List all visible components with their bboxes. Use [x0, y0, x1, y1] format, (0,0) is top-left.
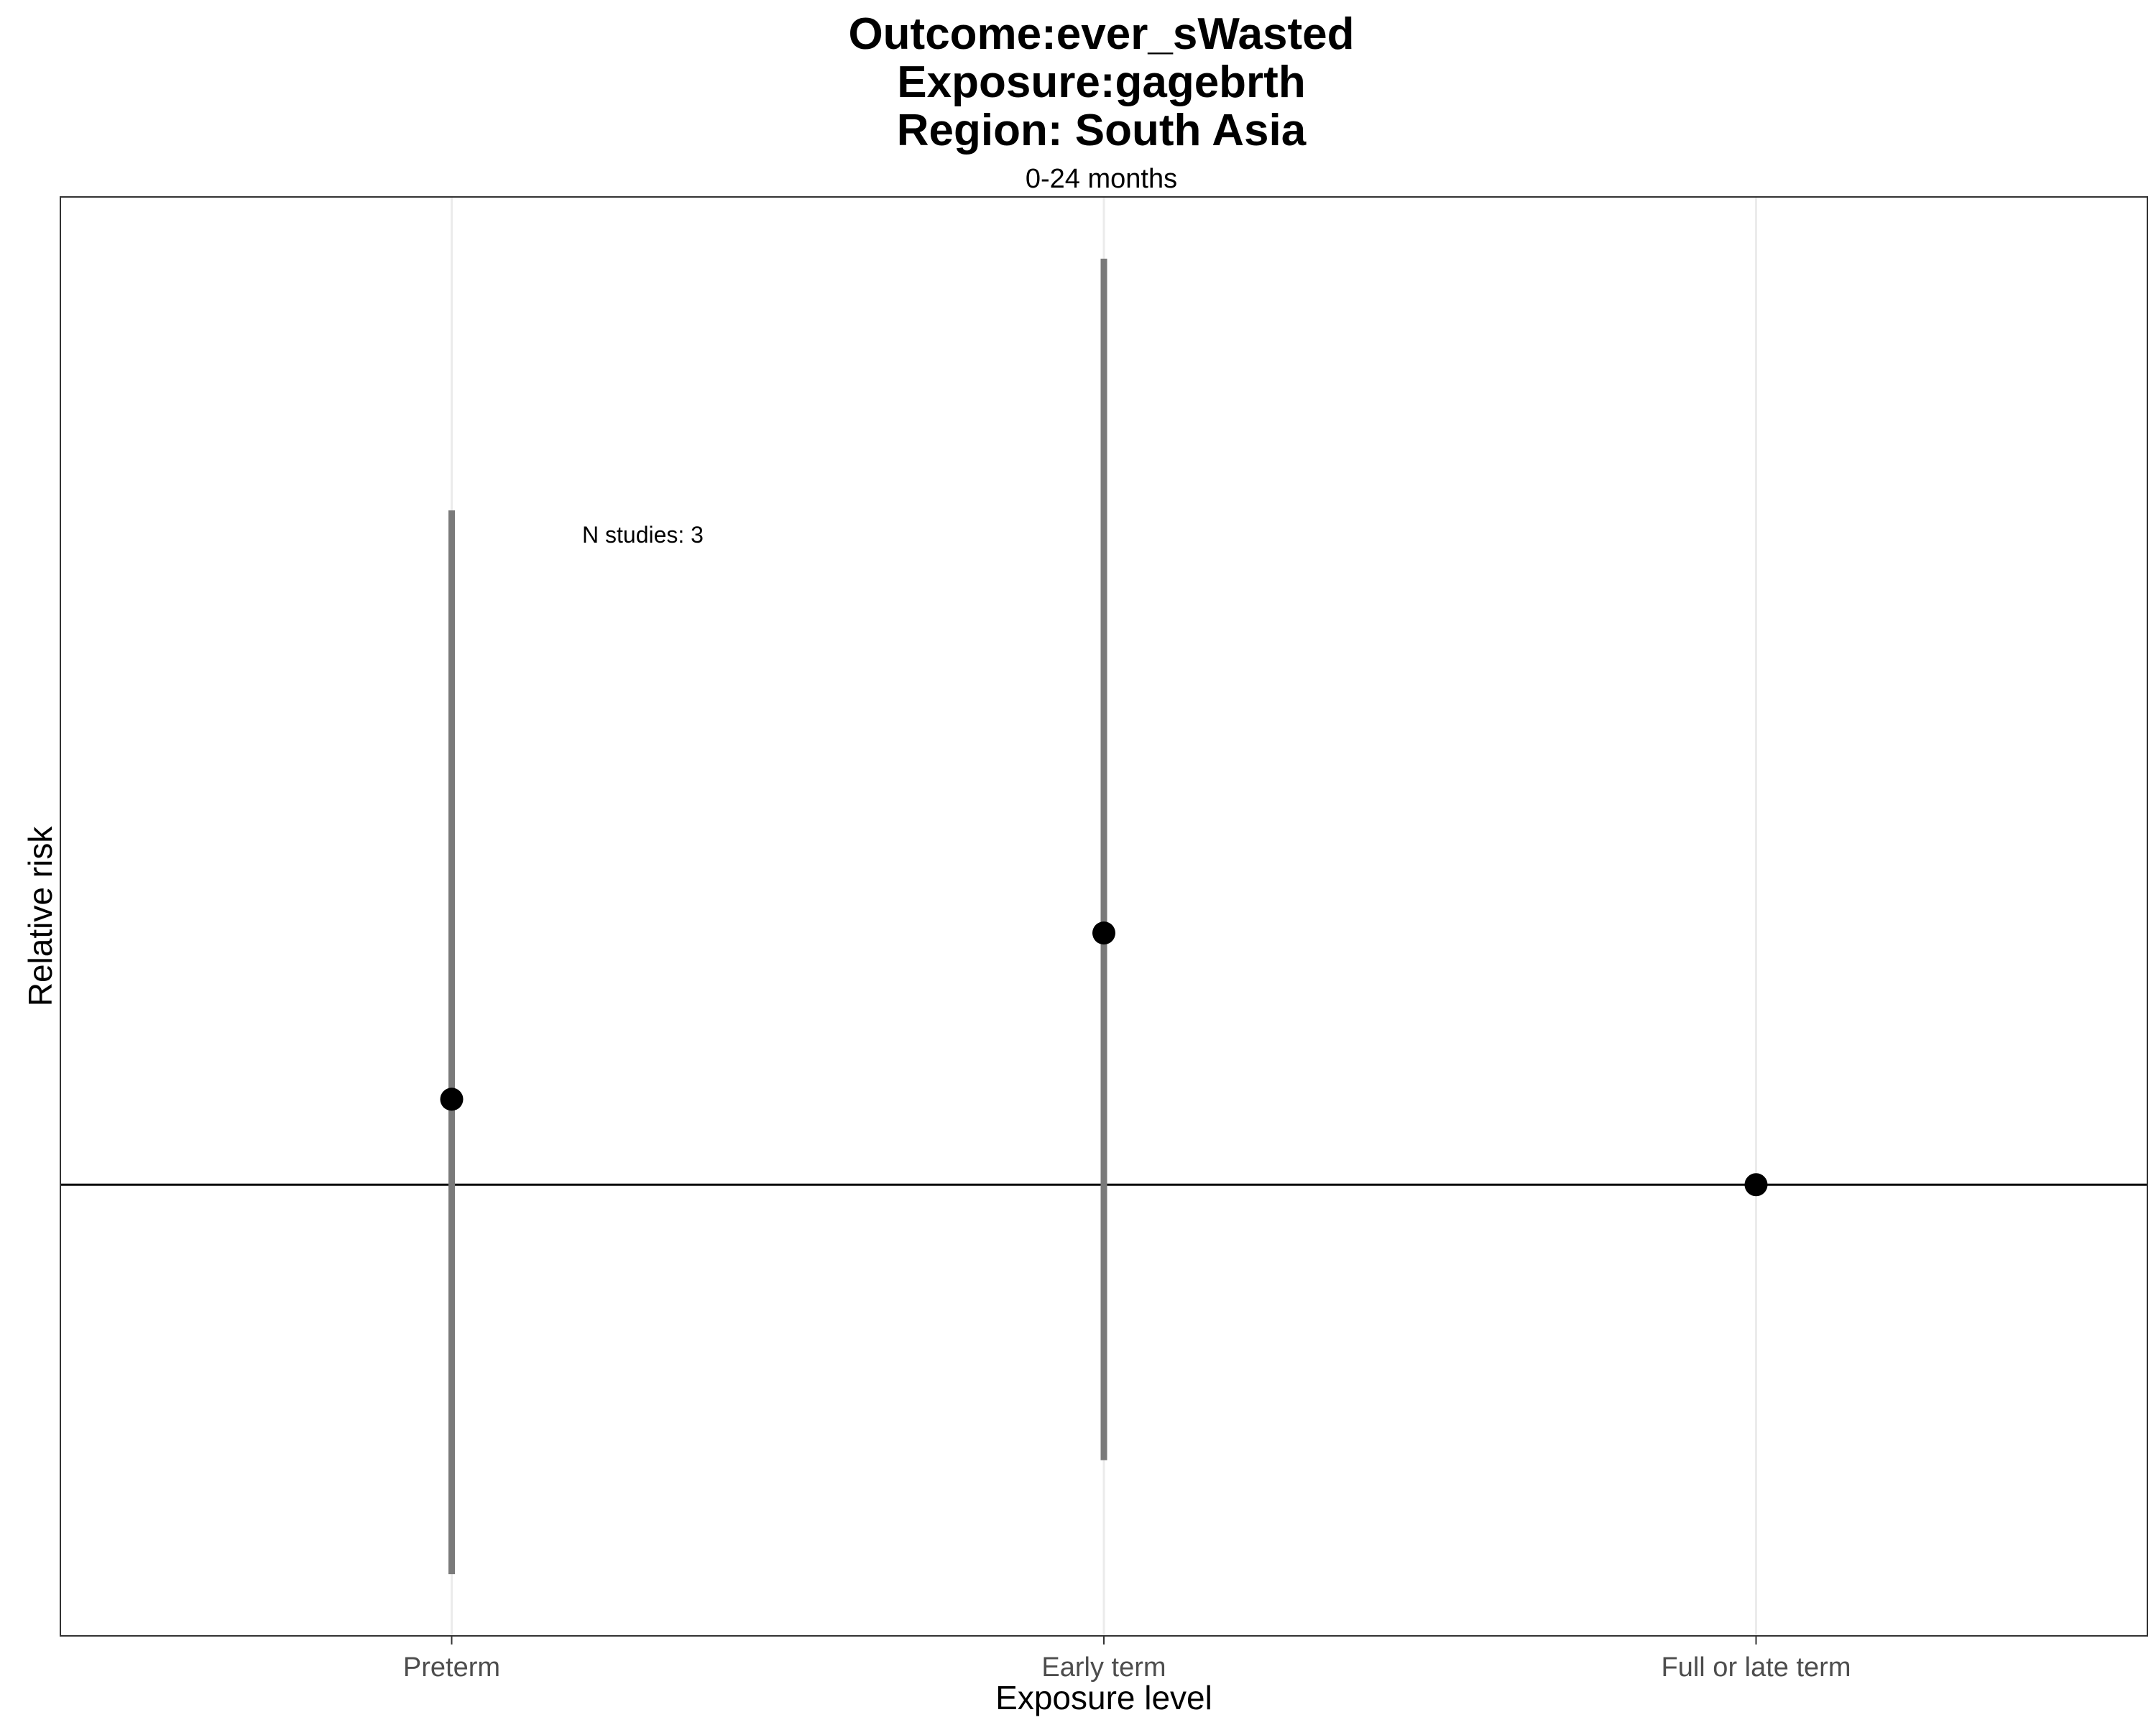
- x-tick-label: Preterm: [403, 1652, 500, 1683]
- point-estimates: [440, 921, 1768, 1197]
- title-line-1: Outcome:ever_sWasted: [848, 9, 1355, 59]
- x-tick-label: Early term: [1041, 1652, 1166, 1683]
- x-tick-label: Full or late term: [1662, 1652, 1851, 1683]
- confidence-intervals: [448, 258, 1107, 1575]
- point-estimate: [440, 1087, 464, 1111]
- title-line-3: Region: South Asia: [896, 106, 1307, 155]
- point-estimate: [1092, 921, 1115, 945]
- x-axis-ticks: Preterm Early term Full or late term: [403, 1636, 1851, 1683]
- point-estimate: [1744, 1173, 1768, 1197]
- x-axis-title: Exposure level: [995, 1679, 1212, 1716]
- y-axis-title: Relative risk: [22, 826, 59, 1007]
- title-line-2: Exposure:gagebrth: [897, 58, 1306, 107]
- n-studies-annotation: N studies: 3: [582, 522, 704, 548]
- chart-title: Outcome:ever_sWasted Exposure:gagebrth R…: [0, 10, 2156, 155]
- chart-subtitle: 0-24 months: [1025, 164, 1178, 194]
